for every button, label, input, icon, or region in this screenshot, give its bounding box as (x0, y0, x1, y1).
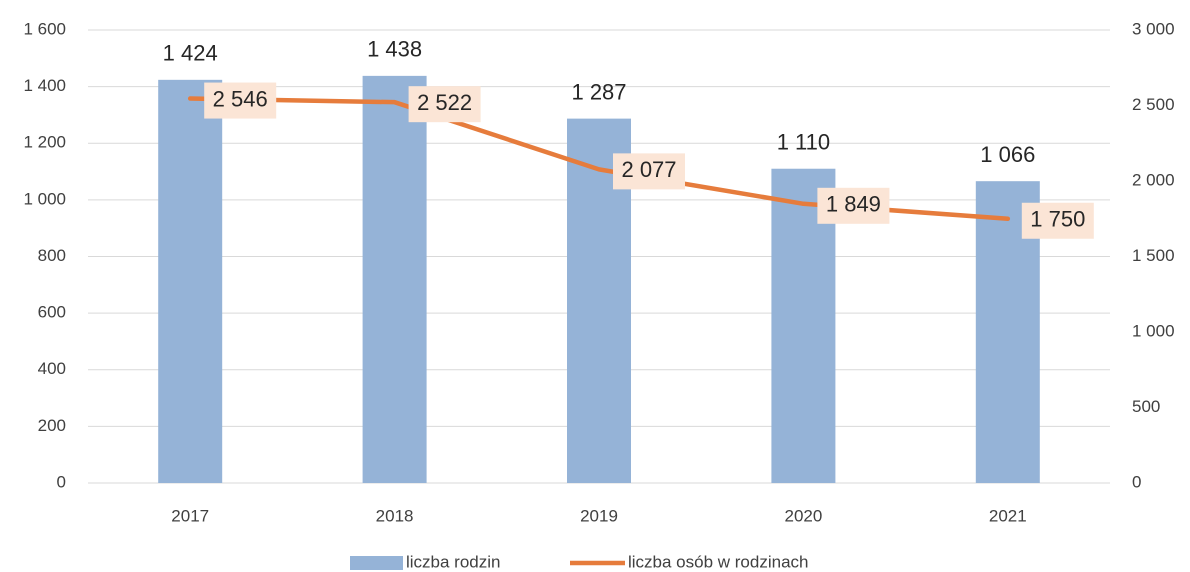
y2-tick-label: 2 000 (1132, 170, 1175, 189)
line-value-label: 2 546 (213, 86, 268, 111)
y-tick-label: 1 000 (23, 189, 66, 208)
line-label-box (817, 187, 890, 224)
y-tick-label: 1 200 (23, 133, 66, 152)
x-tick-label: 2018 (376, 506, 414, 525)
x-tick-label: 2020 (784, 506, 822, 525)
x-tick-label: 2017 (171, 506, 209, 525)
x-tick-label: 2021 (989, 506, 1027, 525)
line-value-label: 2 522 (417, 90, 472, 115)
y-tick-label: 600 (38, 303, 66, 322)
y2-tick-label: 0 (1132, 472, 1141, 491)
y2-tick-label: 500 (1132, 397, 1160, 416)
line-label-box (613, 153, 685, 190)
y-tick-label: 800 (38, 246, 66, 265)
y2-tick-label: 1 000 (1132, 321, 1175, 340)
y2-tick-label: 3 000 (1132, 19, 1175, 38)
bar-value-label: 1 110 (777, 130, 830, 155)
legend-label: liczba osób w rodzinach (628, 552, 808, 571)
bar-value-label: 1 066 (980, 142, 1035, 167)
y-tick-label: 400 (38, 359, 66, 378)
y-tick-label: 0 (57, 472, 66, 491)
y-tick-label: 200 (38, 416, 66, 435)
line-value-label: 1 750 (1030, 207, 1085, 232)
bar-value-label: 1 424 (163, 41, 218, 66)
line-value-label: 1 849 (826, 192, 881, 217)
legend-label: liczba rodzin (406, 552, 501, 571)
legend-swatch (350, 556, 403, 570)
bar-value-label: 1 287 (571, 79, 626, 104)
line-label-box (204, 82, 277, 119)
bar (362, 75, 427, 484)
y-tick-label: 1 600 (23, 19, 66, 38)
line-label-box (408, 86, 481, 123)
y-tick-label: 1 400 (23, 76, 66, 95)
y2-tick-label: 1 500 (1132, 246, 1175, 265)
y2-tick-label: 2 500 (1132, 95, 1175, 114)
line-value-label: 2 077 (621, 157, 676, 182)
line-label-box (1021, 202, 1094, 239)
x-tick-label: 2019 (580, 506, 618, 525)
bar-value-label: 1 438 (367, 37, 422, 62)
bar (158, 79, 223, 483)
